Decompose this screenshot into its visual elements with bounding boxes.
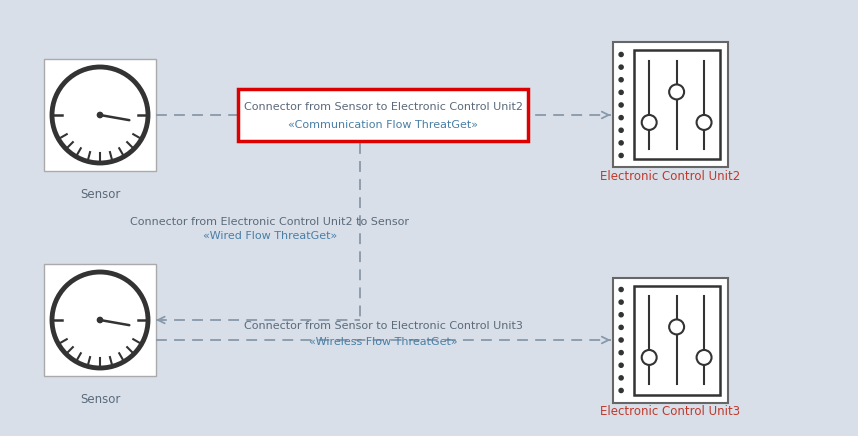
Bar bbox=[44, 59, 156, 171]
Circle shape bbox=[52, 67, 148, 163]
Bar bbox=[613, 42, 728, 167]
Text: Electronic Control Unit3: Electronic Control Unit3 bbox=[600, 405, 740, 418]
Circle shape bbox=[619, 325, 623, 330]
Circle shape bbox=[619, 141, 623, 145]
Circle shape bbox=[669, 85, 684, 99]
Circle shape bbox=[619, 376, 623, 380]
Circle shape bbox=[619, 300, 623, 304]
Bar bbox=[239, 89, 529, 141]
Circle shape bbox=[619, 388, 623, 392]
Text: Sensor: Sensor bbox=[80, 188, 120, 201]
Circle shape bbox=[619, 52, 623, 57]
Circle shape bbox=[619, 65, 623, 69]
Circle shape bbox=[97, 317, 103, 323]
Circle shape bbox=[619, 78, 623, 82]
Circle shape bbox=[619, 90, 623, 95]
Bar bbox=[613, 277, 728, 402]
Circle shape bbox=[97, 112, 103, 118]
Circle shape bbox=[619, 351, 623, 355]
Circle shape bbox=[619, 128, 623, 132]
Circle shape bbox=[697, 115, 711, 130]
Bar bbox=[44, 264, 156, 376]
Text: «Wired Flow ThreatGet»: «Wired Flow ThreatGet» bbox=[202, 231, 337, 241]
Text: Connector from Sensor to Electronic Control Unit2: Connector from Sensor to Electronic Cont… bbox=[244, 102, 523, 112]
Text: Sensor: Sensor bbox=[80, 393, 120, 406]
Circle shape bbox=[619, 116, 623, 120]
Circle shape bbox=[619, 103, 623, 107]
Circle shape bbox=[669, 320, 684, 334]
Bar bbox=[634, 51, 720, 160]
Text: «Communication Flow ThreatGet»: «Communication Flow ThreatGet» bbox=[288, 120, 478, 130]
Circle shape bbox=[642, 115, 656, 130]
Text: Electronic Control Unit2: Electronic Control Unit2 bbox=[600, 170, 740, 183]
Circle shape bbox=[619, 363, 623, 367]
Text: Connector from Electronic Control Unit2 to Sensor: Connector from Electronic Control Unit2 … bbox=[130, 217, 409, 226]
Text: «Wireless Flow ThreatGet»: «Wireless Flow ThreatGet» bbox=[309, 337, 457, 347]
Text: Connector from Sensor to Electronic Control Unit3: Connector from Sensor to Electronic Cont… bbox=[244, 321, 523, 331]
Circle shape bbox=[619, 153, 623, 157]
Bar bbox=[634, 286, 720, 395]
Circle shape bbox=[697, 350, 711, 365]
Circle shape bbox=[619, 287, 623, 292]
Circle shape bbox=[619, 338, 623, 342]
Circle shape bbox=[52, 272, 148, 368]
Circle shape bbox=[642, 350, 656, 365]
Circle shape bbox=[619, 313, 623, 317]
